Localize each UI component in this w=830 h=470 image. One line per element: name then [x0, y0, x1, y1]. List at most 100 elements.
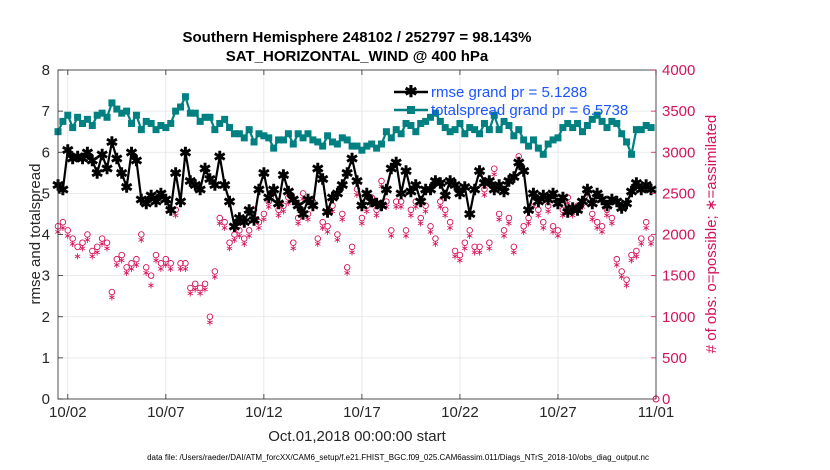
rmse-point: ✱: [62, 143, 75, 160]
obs-assimilated-point: ∗: [191, 284, 199, 295]
spread-point: [186, 109, 194, 117]
spread-point: [157, 122, 165, 130]
obs-assimilated-point: ∗: [559, 210, 567, 221]
obs-assimilated-point: ∗: [103, 243, 111, 254]
obs-possible-point: [177, 260, 184, 267]
rmse-point: ✱: [400, 163, 413, 180]
spread-point: [476, 130, 484, 138]
obs-assimilated-point: ∗: [613, 260, 621, 271]
obs-assimilated-point: ∗: [211, 272, 219, 283]
rmse-point: ✱: [262, 190, 275, 207]
rmse-point: ✱: [439, 188, 452, 205]
obs-assimilated-point: ∗: [402, 231, 410, 242]
obs-assimilated-point: ∗: [603, 210, 611, 221]
obs-assimilated-point: ∗: [274, 210, 282, 221]
obs-possible-point: [343, 264, 351, 271]
rmse-point: ✱: [473, 163, 486, 180]
obs-assimilated-point: ∗: [338, 215, 346, 226]
obs-possible-point: [417, 214, 424, 222]
obs-assimilated-point: ∗: [265, 202, 273, 213]
rmse-point: ✱: [101, 161, 114, 178]
obs-possible-point: [221, 218, 228, 226]
rmse-point: ✱: [635, 182, 648, 199]
rmse-point: ✱: [189, 178, 202, 195]
spread-point: [427, 113, 435, 121]
rmse-point: ✱: [316, 171, 329, 188]
obs-possible-point: [535, 206, 542, 214]
rmse-point: ✱: [410, 178, 423, 195]
obs-possible-point: [559, 206, 567, 214]
chart-subtitle: SAT_HORIZONTAL_WIND @ 400 hPa: [226, 48, 489, 65]
obs-possible-point: [294, 214, 302, 222]
y-tick-label-left: 2: [42, 309, 50, 326]
obs-assimilated-point: ∗: [372, 210, 380, 221]
obs-assimilated-point: ∗: [544, 206, 552, 217]
spread-point: [142, 117, 150, 125]
rmse-point: ✱: [581, 182, 594, 199]
obs-assimilated-point: ∗: [196, 289, 204, 300]
obs-possible-point: [638, 235, 645, 242]
spread-point: [441, 124, 449, 132]
obs-assimilated-point: ∗: [69, 239, 77, 250]
rmse-point: ✱: [512, 155, 525, 172]
rmse-point: ✱: [76, 151, 89, 168]
obs-assimilated-point: ∗: [118, 256, 126, 267]
spread-point: [289, 140, 297, 148]
obs-possible-point: [432, 235, 439, 242]
obs-possible-point: [603, 206, 611, 214]
spread-point: [93, 111, 101, 119]
rmse-point: ✱: [311, 161, 324, 178]
x-tick-label: 10/02: [49, 404, 87, 421]
rmse-point: ✱: [449, 178, 462, 195]
spread-point: [211, 126, 219, 134]
obs-assimilated-point: ∗: [240, 239, 248, 250]
obs-assimilated-point: ∗: [132, 260, 140, 271]
rmse-point: ✱: [57, 182, 70, 199]
obs-possible-point: [608, 214, 616, 222]
obs-possible-point: [505, 214, 513, 222]
obs-possible-point: [201, 280, 209, 288]
obs-possible-point: [598, 223, 606, 230]
spread-point: [412, 128, 420, 136]
obs-possible-point: [319, 218, 326, 226]
rmse-point: ✱: [145, 188, 158, 205]
obs-possible-point: [196, 284, 204, 292]
spread-point: [304, 130, 312, 138]
obs-assimilated-point: ∗: [309, 202, 317, 213]
obs-assimilated-point: ∗: [333, 235, 341, 246]
obs-possible-point: [446, 218, 454, 226]
legend-spread-marker: [407, 106, 415, 114]
obs-possible-point: [157, 260, 165, 267]
rmse-point: ✱: [223, 194, 236, 211]
spread-point: [284, 130, 292, 138]
rmse-point: ✱: [140, 196, 153, 213]
spread-point: [520, 136, 528, 144]
spread-point: [515, 126, 523, 134]
obs-assimilated-point: ∗: [446, 223, 454, 234]
rmse-point: ✱: [365, 194, 378, 211]
rmse-point: ✱: [346, 151, 359, 168]
y-tick-label-right: 1500: [662, 268, 695, 285]
rmse-point: ✱: [429, 174, 442, 191]
spread-point: [240, 134, 248, 142]
rmse-point: ✱: [532, 194, 545, 211]
rmse-point: ✱: [130, 153, 143, 170]
spread-point: [260, 132, 268, 140]
obs-possible-point: [250, 206, 258, 214]
spread-point: [226, 124, 234, 132]
obs-possible-point: [437, 198, 444, 205]
obs-assimilated-point: ∗: [573, 206, 581, 217]
spread-point: [132, 111, 140, 119]
rmse-line: [57, 140, 652, 228]
rmse-point: ✱: [419, 182, 432, 199]
spread-point: [177, 103, 185, 111]
rmse-point: ✱: [287, 192, 300, 209]
spread-point: [250, 138, 258, 146]
rmse-point: ✱: [390, 155, 403, 172]
rmse-point: ✱: [615, 200, 628, 217]
spread-point: [294, 130, 302, 138]
rmse-point: ✱: [302, 192, 315, 209]
obs-assimilated-point: ∗: [627, 256, 635, 267]
obs-possible-point: [339, 210, 346, 218]
